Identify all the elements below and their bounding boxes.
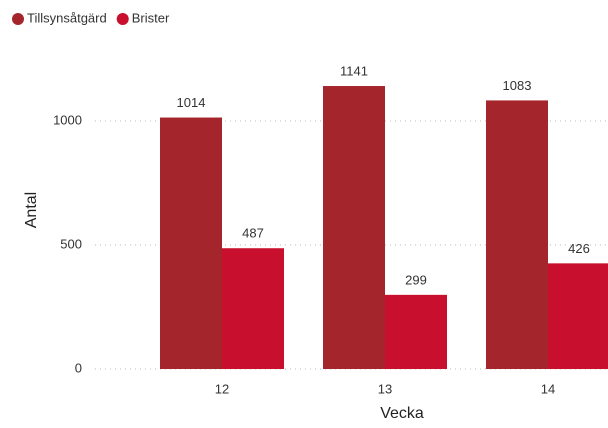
legend-label: Brister bbox=[132, 10, 170, 25]
data-label: 1014 bbox=[177, 95, 206, 110]
bar bbox=[160, 117, 222, 369]
x-axis-title: Vecka bbox=[380, 405, 424, 422]
legend-label: Tillsynsåtgärd bbox=[27, 10, 107, 25]
bar bbox=[385, 294, 447, 369]
bar bbox=[548, 263, 608, 369]
bar bbox=[222, 248, 284, 369]
data-label: 299 bbox=[405, 272, 427, 287]
legend-marker bbox=[12, 13, 24, 25]
legend-marker bbox=[116, 13, 129, 25]
y-axis-title: Antal bbox=[23, 192, 40, 228]
y-tick-label: 0 bbox=[75, 360, 82, 375]
data-label: 426 bbox=[568, 241, 590, 256]
x-tick-label: 14 bbox=[541, 381, 555, 396]
x-tick-label: 13 bbox=[378, 381, 392, 396]
data-label: 1141 bbox=[340, 63, 368, 78]
data-label: 1083 bbox=[503, 78, 532, 93]
y-tick-label: 1000 bbox=[53, 112, 82, 127]
bar bbox=[323, 86, 385, 370]
x-tick-label: 12 bbox=[215, 381, 229, 396]
y-tick-label: 500 bbox=[60, 236, 82, 251]
bar bbox=[486, 100, 548, 369]
data-label: 487 bbox=[242, 226, 264, 241]
